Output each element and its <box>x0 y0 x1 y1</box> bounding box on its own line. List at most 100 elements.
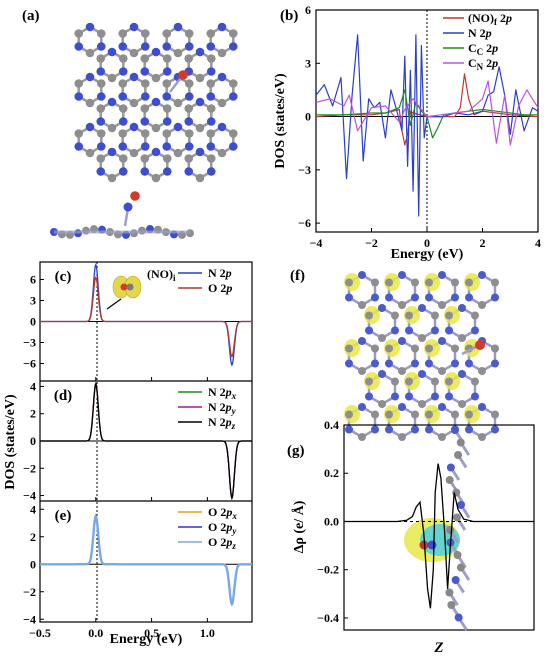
nitrogen-atom <box>465 425 474 434</box>
carbon-atom <box>118 54 128 63</box>
panel-b-xtick-label: −2 <box>365 236 378 250</box>
sheet-atom <box>451 426 459 434</box>
carbon-atom <box>206 129 216 138</box>
nitrogen-atom <box>107 97 117 107</box>
carbon-atom <box>206 54 216 63</box>
carbon-atom <box>398 433 406 441</box>
nitrogen-atom <box>206 92 216 101</box>
carbon-atom <box>385 278 394 287</box>
nitrogen-atom <box>184 42 194 51</box>
nitrogen-atom <box>118 67 128 76</box>
structure-top-view <box>74 22 238 183</box>
carbon-atom <box>345 410 354 419</box>
nitrogen-atom <box>173 122 183 132</box>
carbon-atom <box>438 367 446 375</box>
nitrogen-atom <box>450 359 459 368</box>
nitrogen-atom <box>184 167 194 176</box>
nitrogen-atom <box>96 167 106 176</box>
nitrogen-atom <box>490 359 499 368</box>
panel-c-series-1 <box>40 275 252 358</box>
carbon-atom <box>217 48 227 58</box>
panel-b-xtick-label: −4 <box>310 236 323 250</box>
panel-e-xtick-label: −0.5 <box>29 626 51 640</box>
nitrogen-atom <box>438 271 446 279</box>
nitrogen-atom <box>217 22 227 32</box>
sheet-atom <box>453 551 462 559</box>
panel-e-legend-label: O 2pz <box>208 535 236 551</box>
carbon-atom <box>385 344 394 353</box>
carbon-atom <box>195 123 205 133</box>
carbon-atom <box>425 278 434 287</box>
nitrogen-atom <box>228 92 238 101</box>
carbon-atom <box>478 433 486 441</box>
panel-e-xtick-label: 0.5 <box>144 626 159 640</box>
carbon-atom <box>378 334 386 342</box>
panel-b-legend-label: CN 2p <box>468 56 498 72</box>
nitrogen-atom <box>74 92 84 101</box>
panel-d-ytick-label: 2 <box>30 407 36 421</box>
nitrogen-atom <box>478 271 486 279</box>
nitrogen-atom <box>96 117 106 126</box>
nitrogen-atom <box>107 147 117 157</box>
panel-e-ytick-label: −2 <box>23 585 36 599</box>
panel-c-legend-label: O 2p <box>208 281 232 295</box>
carbon-atom <box>173 148 183 158</box>
nitrogen-atom <box>345 293 354 302</box>
oxygen-atom <box>178 70 188 80</box>
carbon-atom <box>405 311 414 320</box>
panel-g-ytick-label: 0.4 <box>324 418 339 432</box>
nitrogen-atom <box>140 92 150 101</box>
nitrogen-atom <box>162 67 172 76</box>
nitrogen-atom <box>96 42 106 51</box>
nitrogen-atom <box>430 326 439 335</box>
side-nitrogen <box>123 202 133 212</box>
nitrogen-atom <box>490 425 499 434</box>
panel-b-xtick-label: 4 <box>535 236 541 250</box>
carbon-atom <box>151 173 161 183</box>
carbon-atom <box>370 278 379 287</box>
panel-e-ytick-label: −4 <box>23 612 36 626</box>
sheet-atom <box>445 476 454 484</box>
nitrogen-atom <box>430 392 439 401</box>
carbon-atom <box>206 29 216 38</box>
carbon-atom <box>118 104 128 113</box>
nitrogen-atom <box>206 42 216 51</box>
carbon-atom <box>107 173 117 183</box>
carbon-atom <box>184 79 194 88</box>
nitrogen-atom <box>162 167 172 176</box>
nitrogen-atom <box>385 359 394 368</box>
panel-e-ytick-label: 4 <box>30 502 36 516</box>
sheet-atom <box>446 463 455 472</box>
sheet-atom <box>454 451 463 459</box>
carbon-atom <box>118 79 128 88</box>
carbon-atom <box>490 278 499 287</box>
panel-cde-frame <box>39 261 253 623</box>
panel-a-label: (a) <box>22 8 40 24</box>
carbon-atom <box>365 311 374 320</box>
panel-g-xlabel: Z <box>433 640 443 656</box>
structure-side-view <box>50 191 194 239</box>
carbon-atom <box>430 377 439 386</box>
carbon-atom <box>228 29 238 38</box>
nitrogen-atom <box>445 326 454 335</box>
panel-g-ytick-label: 0.0 <box>324 514 339 528</box>
carbon-atom <box>490 410 499 419</box>
nitrogen-atom <box>465 293 474 302</box>
panel-c-ytick-label: −3 <box>23 336 36 350</box>
panel-b-xtick-label: 0 <box>424 236 430 250</box>
carbon-atom <box>370 344 379 353</box>
nitrogen-atom <box>140 42 150 51</box>
carbon-atom <box>465 278 474 287</box>
panel-f-charge-density: (f) <box>290 268 499 441</box>
carbon-atom <box>365 377 374 386</box>
nitrogen-atom <box>151 97 161 107</box>
nitrogen-atom <box>370 425 379 434</box>
carbon-atom <box>184 129 194 138</box>
panel-c-legend-label: N 2p <box>208 266 232 280</box>
nitrogen-atom <box>96 142 106 151</box>
carbon-atom <box>162 154 172 163</box>
carbon-atom <box>398 367 406 375</box>
carbon-atom <box>140 154 150 163</box>
